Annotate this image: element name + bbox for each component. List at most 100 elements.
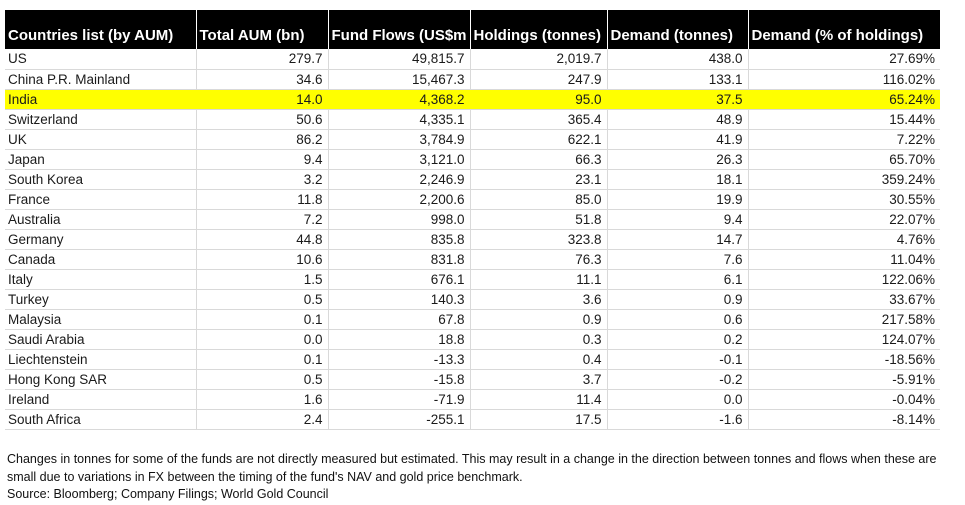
countries-gold-funds-table: Countries list (by AUM) Total AUM (bn) F… (5, 10, 940, 430)
cell-country: Italy (5, 269, 196, 290)
cell-demand-pct: 4.76% (747, 229, 940, 250)
cell-fund-flows: -15.8 (327, 369, 470, 390)
cell-total-aum: 279.7 (195, 49, 328, 70)
column-header-demand-pct: Demand (% of holdings) (747, 10, 940, 49)
cell-total-aum: 7.2 (195, 209, 328, 230)
footnotes: Changes in tonnes for some of the funds … (7, 451, 936, 504)
cell-total-aum: 9.4 (195, 149, 328, 170)
cell-demand-pct: 124.07% (747, 329, 940, 350)
cell-holdings: 323.8 (469, 229, 607, 250)
header-row: Countries list (by AUM) Total AUM (bn) F… (5, 10, 940, 49)
cell-demand-tonnes: 41.9 (606, 129, 748, 150)
column-header-holdings: Holdings (tonnes) (469, 10, 607, 49)
table-row: Germany 44.8 835.8 323.8 14.7 4.76% (5, 229, 940, 250)
cell-holdings: 95.0 (469, 89, 607, 110)
cell-total-aum: 1.6 (195, 389, 328, 410)
cell-holdings: 11.4 (469, 389, 607, 410)
cell-country: Germany (5, 229, 196, 250)
cell-demand-tonnes: 26.3 (606, 149, 748, 170)
cell-holdings: 0.3 (469, 329, 607, 350)
cell-total-aum: 2.4 (195, 409, 328, 430)
table-row: India 14.0 4,368.2 95.0 37.5 65.24% (5, 89, 940, 110)
cell-demand-tonnes: 0.2 (606, 329, 748, 350)
cell-total-aum: 1.5 (195, 269, 328, 290)
footnote-line-2: small due to variations in FX between th… (7, 469, 523, 484)
table-row: Hong Kong SAR 0.5 -15.8 3.7 -0.2 -5.91% (5, 369, 940, 390)
cell-demand-pct: 122.06% (747, 269, 940, 290)
cell-holdings: 11.1 (469, 269, 607, 290)
table-body: US 279.7 49,815.7 2,019.7 438.0 27.69% C… (5, 49, 940, 430)
cell-total-aum: 14.0 (195, 89, 328, 110)
cell-holdings: 3.7 (469, 369, 607, 390)
column-header-fund-flows: Fund Flows (US$m (327, 10, 470, 49)
cell-holdings: 2,019.7 (469, 49, 607, 70)
cell-country: South Africa (5, 409, 196, 430)
table-row: Ireland 1.6 -71.9 11.4 0.0 -0.04% (5, 389, 940, 410)
cell-fund-flows: 140.3 (327, 289, 470, 310)
table-row: South Africa 2.4 -255.1 17.5 -1.6 -8.14% (5, 409, 940, 430)
cell-demand-tonnes: 18.1 (606, 169, 748, 190)
cell-demand-pct: 11.04% (747, 249, 940, 270)
cell-demand-tonnes: 0.0 (606, 389, 748, 410)
table-row: Saudi Arabia 0.0 18.8 0.3 0.2 124.07% (5, 329, 940, 350)
cell-demand-pct: 15.44% (747, 109, 940, 130)
cell-demand-tonnes: -0.1 (606, 349, 748, 370)
table-row: UK 86.2 3,784.9 622.1 41.9 7.22% (5, 129, 940, 150)
cell-holdings: 23.1 (469, 169, 607, 190)
cell-demand-pct: 217.58% (747, 309, 940, 330)
cell-demand-tonnes: -1.6 (606, 409, 748, 430)
table-row: Australia 7.2 998.0 51.8 9.4 22.07% (5, 209, 940, 230)
cell-demand-pct: -5.91% (747, 369, 940, 390)
cell-total-aum: 0.5 (195, 289, 328, 310)
table-row: South Korea 3.2 2,246.9 23.1 18.1 359.24… (5, 169, 940, 190)
cell-country: South Korea (5, 169, 196, 190)
table-row: Turkey 0.5 140.3 3.6 0.9 33.67% (5, 289, 940, 310)
cell-holdings: 51.8 (469, 209, 607, 230)
cell-total-aum: 0.5 (195, 369, 328, 390)
cell-fund-flows: 831.8 (327, 249, 470, 270)
table-row: Malaysia 0.1 67.8 0.9 0.6 217.58% (5, 309, 940, 330)
cell-country: Japan (5, 149, 196, 170)
cell-fund-flows: 49,815.7 (327, 49, 470, 70)
cell-demand-pct: 27.69% (747, 49, 940, 70)
cell-fund-flows: 3,784.9 (327, 129, 470, 150)
cell-country: Hong Kong SAR (5, 369, 196, 390)
cell-demand-pct: 65.70% (747, 149, 940, 170)
cell-demand-tonnes: 9.4 (606, 209, 748, 230)
cell-fund-flows: 2,246.9 (327, 169, 470, 190)
cell-total-aum: 0.1 (195, 349, 328, 370)
cell-fund-flows: 4,368.2 (327, 89, 470, 110)
cell-demand-pct: 22.07% (747, 209, 940, 230)
cell-country: Turkey (5, 289, 196, 310)
cell-demand-tonnes: 133.1 (606, 69, 748, 90)
table-row: US 279.7 49,815.7 2,019.7 438.0 27.69% (5, 49, 940, 70)
cell-fund-flows: 835.8 (327, 229, 470, 250)
table-row: China P.R. Mainland 34.6 15,467.3 247.9 … (5, 69, 940, 90)
cell-demand-tonnes: 6.1 (606, 269, 748, 290)
cell-fund-flows: 676.1 (327, 269, 470, 290)
cell-country: China P.R. Mainland (5, 69, 196, 90)
cell-demand-tonnes: 48.9 (606, 109, 748, 130)
cell-total-aum: 86.2 (195, 129, 328, 150)
cell-holdings: 66.3 (469, 149, 607, 170)
cell-demand-pct: -8.14% (747, 409, 940, 430)
cell-total-aum: 0.1 (195, 309, 328, 330)
cell-demand-pct: 7.22% (747, 129, 940, 150)
cell-demand-pct: -0.04% (747, 389, 940, 410)
cell-holdings: 0.4 (469, 349, 607, 370)
cell-fund-flows: -13.3 (327, 349, 470, 370)
table-row: Liechtenstein 0.1 -13.3 0.4 -0.1 -18.56% (5, 349, 940, 370)
cell-fund-flows: 3,121.0 (327, 149, 470, 170)
cell-demand-pct: 30.55% (747, 189, 940, 210)
cell-holdings: 622.1 (469, 129, 607, 150)
cell-demand-tonnes: -0.2 (606, 369, 748, 390)
cell-country: Liechtenstein (5, 349, 196, 370)
cell-holdings: 17.5 (469, 409, 607, 430)
cell-country: Saudi Arabia (5, 329, 196, 350)
cell-fund-flows: 2,200.6 (327, 189, 470, 210)
table-row: Switzerland 50.6 4,335.1 365.4 48.9 15.4… (5, 109, 940, 130)
cell-holdings: 3.6 (469, 289, 607, 310)
cell-holdings: 365.4 (469, 109, 607, 130)
cell-fund-flows: 15,467.3 (327, 69, 470, 90)
